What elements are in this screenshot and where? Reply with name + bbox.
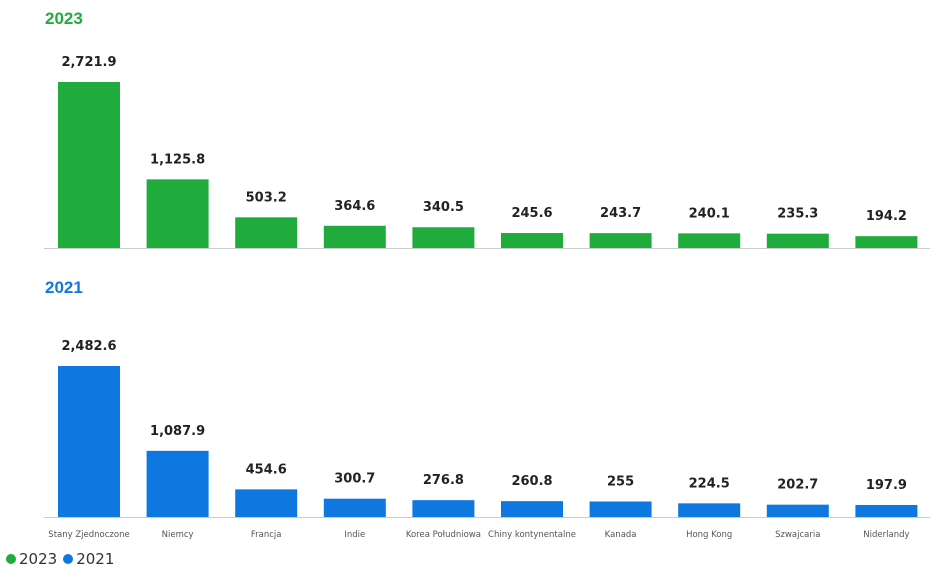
bar-2021-francja — [235, 489, 298, 517]
category-label-stany-zjednoczone: Stany Zjednoczone — [48, 530, 129, 540]
panel-2023-title: 2023 — [45, 9, 83, 28]
value-label-2021-korea-po-udniowa: 276.8 — [423, 473, 464, 488]
value-label-2021-stany-zjednoczone: 2,482.6 — [61, 339, 116, 354]
value-label-2021-hong-kong: 224.5 — [689, 476, 730, 491]
category-label-indie: Indie — [344, 530, 365, 540]
value-label-2023-szwajcaria: 235.3 — [777, 207, 818, 222]
bar-2021-niderlandy — [855, 504, 918, 517]
legend-swatch-2023 — [6, 554, 16, 564]
category-label-hong-kong: Hong Kong — [686, 530, 732, 540]
value-label-2023-stany-zjednoczone: 2,721.9 — [61, 55, 116, 70]
category-label-niderlandy: Niderlandy — [863, 530, 909, 540]
bar-2021-stany-zjednoczone — [58, 366, 120, 517]
value-label-2023-niemcy: 1,125.8 — [150, 152, 205, 167]
value-label-2021-szwajcaria: 202.7 — [777, 478, 818, 493]
bar-2023-kanada — [589, 233, 652, 248]
category-label-chiny-kontynentalne: Chiny kontynentalne — [488, 530, 576, 540]
bar-2021-chiny-kontynentalne — [501, 501, 563, 517]
bar-2023-chiny-kontynentalne — [501, 233, 563, 248]
category-label-niemcy: Niemcy — [162, 530, 194, 540]
value-label-2023-indie: 364.6 — [334, 199, 375, 214]
value-label-2021-chiny-kontynentalne: 260.8 — [511, 474, 552, 489]
bar-2023-indie — [323, 225, 386, 248]
category-label-kanada: Kanada — [605, 530, 637, 540]
value-label-2023-kanada: 243.7 — [600, 206, 641, 221]
bar-2021-niemcy — [146, 450, 209, 517]
category-label-korea-po-udniowa: Korea Południowa — [406, 530, 481, 540]
legend-item-2021[interactable]: 2021 — [63, 550, 114, 568]
legend-swatch-2021 — [63, 554, 74, 564]
legend-label-2023: 2023 — [19, 550, 58, 568]
legend: 2023 2021 — [6, 550, 120, 568]
bar-2023-hong-kong — [678, 233, 741, 248]
value-label-2023-hong-kong: 240.1 — [689, 206, 730, 221]
bar-2023-niderlandy — [855, 236, 918, 248]
value-label-2023-francja: 503.2 — [246, 190, 287, 205]
bar-2023-stany-zjednoczone — [58, 82, 120, 248]
legend-item-2023[interactable]: 2023 — [6, 550, 57, 568]
value-label-2023-niderlandy: 194.2 — [866, 209, 907, 224]
value-label-2021-indie: 300.7 — [334, 472, 375, 487]
value-label-2023-chiny-kontynentalne: 245.6 — [511, 206, 552, 221]
value-label-2021-niemcy: 1,087.9 — [150, 424, 205, 439]
legend-label-2021: 2021 — [76, 550, 115, 568]
bar-2021-kanada — [589, 501, 652, 517]
bar-2023-szwajcaria — [766, 233, 829, 248]
bar-2023-korea-po-udniowa — [412, 227, 475, 248]
value-label-2023-korea-po-udniowa: 340.5 — [423, 200, 464, 215]
bar-2023-niemcy — [146, 179, 209, 248]
value-label-2021-francja: 454.6 — [246, 462, 287, 477]
bar-2023-francja — [235, 217, 298, 248]
value-label-2021-niderlandy: 197.9 — [866, 478, 907, 493]
value-label-2021-kanada: 255 — [607, 474, 634, 489]
bar-2021-korea-po-udniowa — [412, 500, 475, 517]
bar-2021-szwajcaria — [766, 504, 829, 517]
panel-2021-title: 2021 — [45, 278, 83, 297]
bar-2021-indie — [323, 498, 386, 517]
category-label-francja: Francja — [251, 530, 282, 540]
category-label-szwajcaria: Szwajcaria — [775, 530, 820, 540]
bar-2021-hong-kong — [678, 503, 741, 517]
